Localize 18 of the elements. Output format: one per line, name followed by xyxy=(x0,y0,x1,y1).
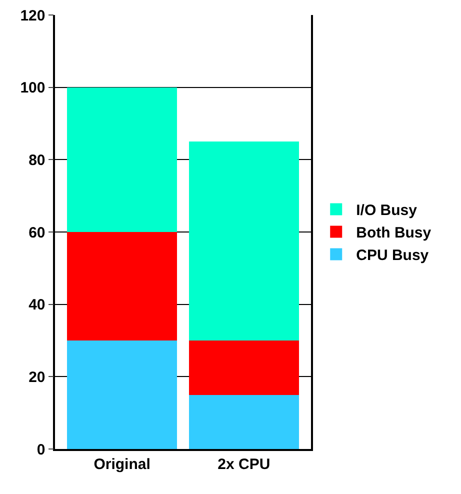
bar xyxy=(189,340,299,395)
bar xyxy=(67,340,177,449)
x-tick-label: Original xyxy=(94,456,150,473)
y-tick-label: 80 xyxy=(28,152,46,169)
x-tick-label: 2x CPU xyxy=(218,456,270,473)
bar xyxy=(67,232,177,340)
legend-label: I/O Busy xyxy=(356,202,418,220)
y-tick-label: 20 xyxy=(28,368,46,386)
legend-label: CPU Busy xyxy=(356,247,430,264)
y-tick-label: 120 xyxy=(20,7,46,24)
y-tick-label: 60 xyxy=(28,224,46,242)
y-tick-label: 0 xyxy=(36,441,46,458)
bar xyxy=(67,87,177,232)
y-tick-label: 100 xyxy=(20,80,46,97)
bar xyxy=(189,394,299,449)
legend-label: Both Busy xyxy=(356,224,432,242)
y-tick-label: 40 xyxy=(28,296,46,314)
bar xyxy=(189,142,299,340)
